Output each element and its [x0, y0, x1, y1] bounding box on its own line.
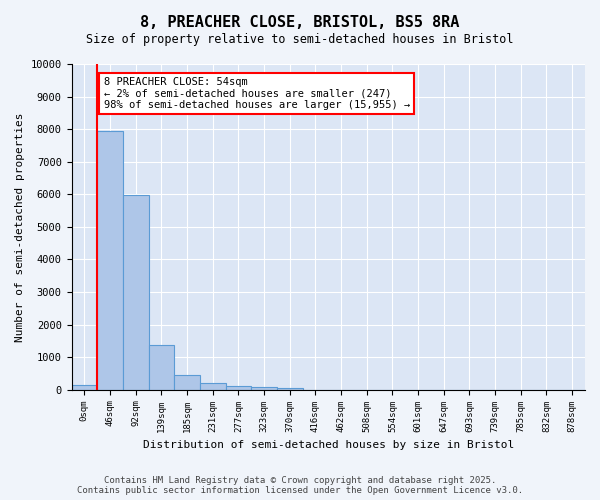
Bar: [251, 387, 277, 390]
Bar: [174, 374, 200, 390]
X-axis label: Distribution of semi-detached houses by size in Bristol: Distribution of semi-detached houses by …: [143, 440, 514, 450]
Text: Size of property relative to semi-detached houses in Bristol: Size of property relative to semi-detach…: [86, 32, 514, 46]
Y-axis label: Number of semi-detached properties: Number of semi-detached properties: [15, 112, 25, 342]
Bar: [71, 386, 97, 390]
Text: Contains HM Land Registry data © Crown copyright and database right 2025.
Contai: Contains HM Land Registry data © Crown c…: [77, 476, 523, 495]
Bar: [97, 131, 123, 390]
Bar: [149, 344, 174, 390]
Bar: [226, 386, 251, 390]
Text: 8, PREACHER CLOSE, BRISTOL, BS5 8RA: 8, PREACHER CLOSE, BRISTOL, BS5 8RA: [140, 15, 460, 30]
Text: 8 PREACHER CLOSE: 54sqm
← 2% of semi-detached houses are smaller (247)
98% of se: 8 PREACHER CLOSE: 54sqm ← 2% of semi-det…: [104, 77, 410, 110]
Bar: [277, 388, 302, 390]
Bar: [123, 195, 149, 390]
Bar: [200, 382, 226, 390]
